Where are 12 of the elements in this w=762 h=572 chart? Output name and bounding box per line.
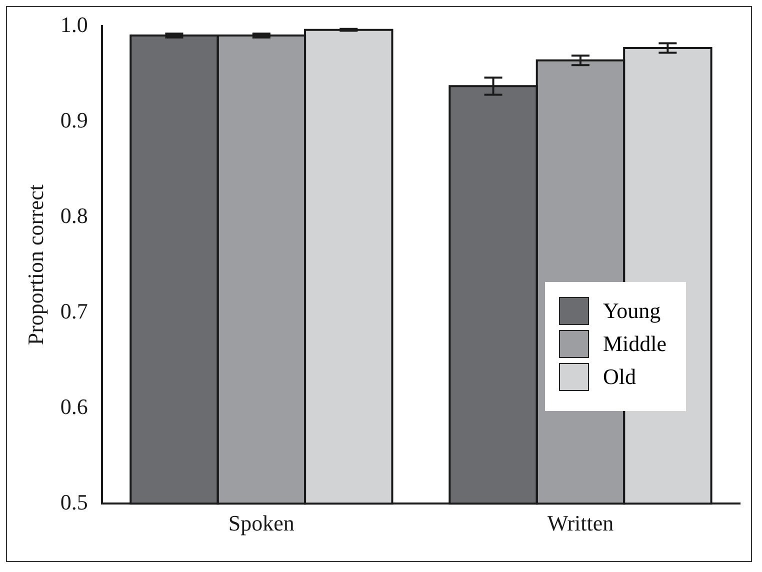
y-tick-label: 1.0 — [60, 12, 88, 37]
legend-label: Middle — [603, 330, 667, 356]
y-tick-label: 0.5 — [60, 489, 88, 514]
y-tick-label: 0.9 — [60, 107, 88, 132]
x-tick-label: Spoken — [228, 510, 294, 536]
x-tick-label: Written — [547, 510, 614, 536]
y-axis-title: Proportion correct — [22, 184, 48, 346]
legend-label: Old — [603, 364, 636, 390]
y-tick-label: 0.8 — [60, 202, 88, 228]
y-tick-label: 0.6 — [60, 394, 88, 419]
y-tick-label: 0.7 — [60, 298, 88, 324]
legend-label: Young — [603, 298, 661, 324]
